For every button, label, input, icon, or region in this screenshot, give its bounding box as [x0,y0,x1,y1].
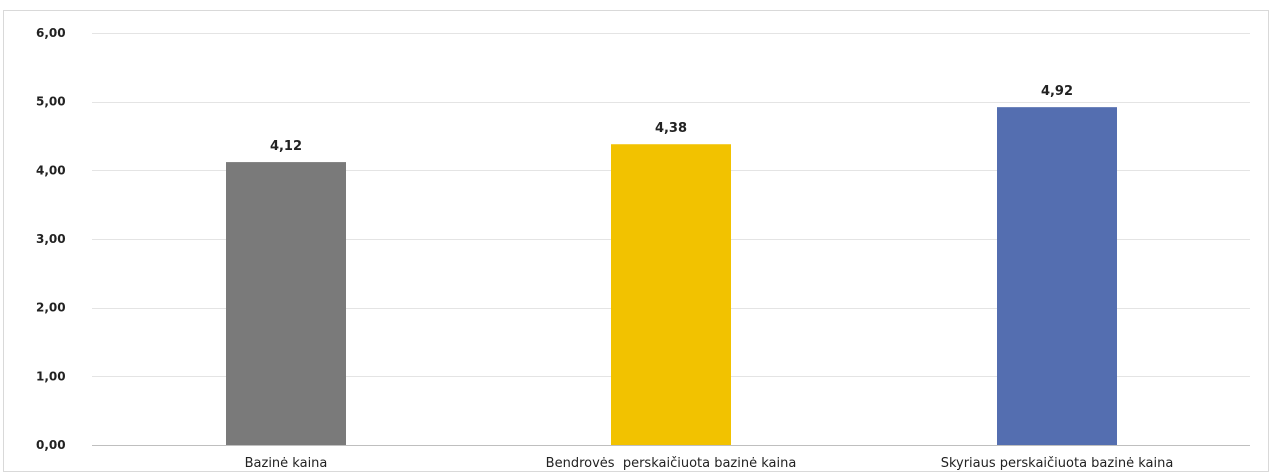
bars [226,107,1117,446]
category-label: Bendrovės perskaičiuota bazinė kaina [546,456,797,471]
bar [997,107,1117,445]
y-tick-label: 5,00 [36,95,66,109]
category-label: Bazinė kaina [245,456,328,471]
y-tick-label: 4,00 [36,163,66,177]
y-tick-label: 3,00 [36,232,66,246]
data-labels: 4,12 4,38 4,92 [270,84,1073,154]
bar-value-label: 4,12 [270,139,302,154]
y-axis-tick-labels: 0,00 1,00 2,00 3,00 4,00 5,00 6,00 [36,26,66,452]
bar [611,144,731,446]
y-tick-label: 6,00 [36,26,66,40]
category-labels: Bazinė kaina Bendrovės perskaičiuota bazi… [245,456,1174,471]
category-label: Skyriaus perskaičiuota bazinė kaina [941,456,1174,471]
bar-value-label: 4,38 [655,121,687,136]
y-tick-label: 2,00 [36,301,66,315]
bar [226,162,346,446]
bar-value-label: 4,92 [1041,84,1073,99]
y-tick-label: 1,00 [36,369,66,383]
y-tick-label: 0,00 [36,438,66,452]
